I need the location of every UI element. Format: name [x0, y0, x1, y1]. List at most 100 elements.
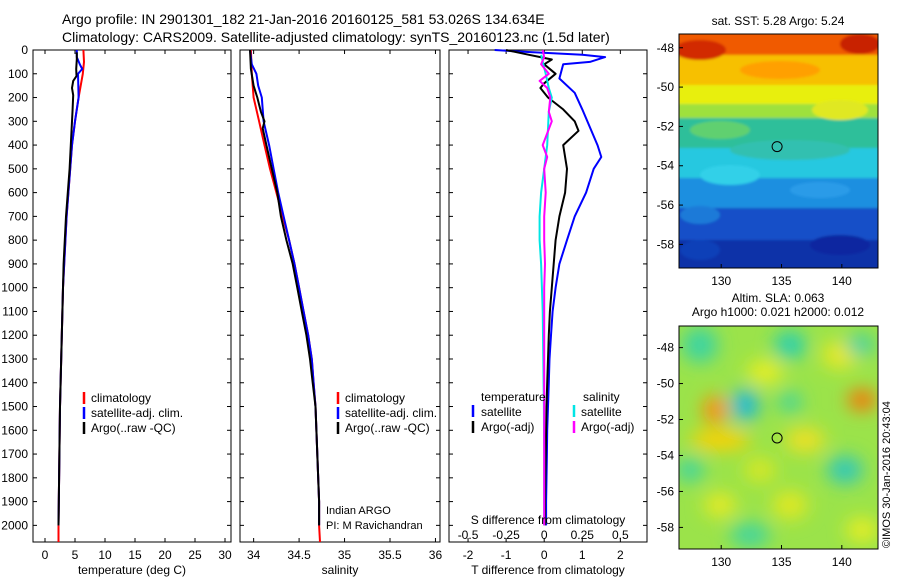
sla-map-title: Altim. SLA: 0.063 [732, 291, 825, 305]
x-tick-label: 35.5 [378, 548, 402, 562]
x-tick-label: 34.5 [287, 548, 311, 562]
legend-label-t-argo: Argo(-adj) [481, 420, 534, 434]
x-tick-label: 5 [72, 548, 79, 562]
map-x-tick-label: 135 [771, 274, 791, 288]
temperature-legend: climatology satellite-adj. clim. Argo(..… [82, 391, 183, 435]
depth-tick-label: 1600 [1, 423, 28, 437]
x-tick-label: 35 [338, 548, 352, 562]
depth-tick-label: 1400 [1, 376, 28, 390]
depth-tick-label: 2000 [1, 518, 28, 532]
depth-tick-label: 100 [8, 67, 28, 81]
x-tick-label: 1 [579, 548, 586, 562]
temperature-x-axis: 0 5 10 15 20 25 30 [42, 50, 232, 562]
depth-tick-label: 1300 [1, 352, 28, 366]
map-y-tick-label: -58 [657, 520, 675, 534]
map-x-tick-label: 130 [711, 274, 731, 288]
legend-label-argo: Argo(..raw -QC) [91, 421, 176, 435]
depth-tick-label: 700 [8, 209, 28, 223]
map-x-tick-label: 135 [771, 555, 791, 569]
x-tick-label: 34 [247, 548, 261, 562]
map-y-tick-label: -50 [657, 80, 675, 94]
legend-title-salinity: salinity [583, 390, 620, 404]
depth-tick-label: 1500 [1, 400, 28, 414]
map-y-tick-label: -54 [657, 448, 675, 462]
map-y-tick-label: -56 [657, 484, 675, 498]
sst-profile-marker [771, 141, 783, 153]
salinity-annotation-line-2: PI: M Ravichandran [326, 520, 423, 532]
depth-tick-label: 200 [8, 91, 28, 105]
temperature-profiles [57, 49, 85, 542]
depth-tick-label: 1800 [1, 471, 28, 485]
series-line-satellite [494, 49, 607, 526]
depth-tick-label: 500 [8, 162, 28, 176]
salinity-annotation-line-1: Indian ARGO [326, 505, 391, 517]
x2-tick-label: 0 [541, 528, 548, 542]
map-y-tick-label: -48 [657, 341, 675, 355]
difference-legend: temperature satellite Argo(-adj) salinit… [471, 390, 634, 434]
x-tick-label: 2 [617, 548, 624, 562]
legend-label-climatology: climatology [345, 391, 405, 405]
map-x-tick-label: 140 [832, 274, 852, 288]
temperature-plot-frame [32, 49, 232, 543]
x-tick-label: -2 [463, 548, 474, 562]
legend-label-climatology: climatology [91, 391, 151, 405]
temperature-xlabel: temperature (deg C) [78, 563, 186, 577]
depth-tick-label: 600 [8, 186, 28, 200]
difference-xlabel-temperature: T difference from climatology [471, 563, 625, 577]
depth-tick-label: 1700 [1, 447, 28, 461]
map-x-tick-label: 130 [711, 555, 731, 569]
salinity-xlabel: salinity [322, 563, 359, 577]
depth-tick-label: 900 [8, 257, 28, 271]
series-line-argo-adj [538, 49, 553, 526]
legend-label-t-satellite: satellite [481, 405, 522, 419]
legend-title-temperature: temperature [481, 390, 546, 404]
x-tick-label: 30 [218, 548, 232, 562]
x-tick-label: 15 [128, 548, 142, 562]
sla-map-subtitle: Argo h1000: 0.021 h2000: 0.012 [692, 305, 864, 319]
series-line-argo-raw-qc [249, 49, 321, 526]
sst-map-title: sat. SST: 5.28 Argo: 5.24 [712, 14, 845, 28]
series-line-argo-raw-qc [57, 52, 78, 526]
sla-heatmap-image [679, 326, 878, 549]
x-tick-label: 10 [98, 548, 112, 562]
x2-tick-label: -0.25 [492, 528, 520, 542]
depth-axis: 0 100 200 300 400 500 600 700 800 900 1000 1100 1200… [1, 43, 231, 532]
legend-label-satellite-adj: satellite-adj. clim. [91, 406, 183, 420]
difference-xlabel-salinity: S difference from climatology [471, 513, 626, 527]
x-tick-label: 0 [42, 548, 49, 562]
sla-map-axes: 130 135 140 -48 -50 -52 -54 -56 -58 [657, 341, 852, 569]
map-y-tick-label: -58 [657, 237, 675, 251]
series-line-argo-adj [505, 49, 580, 526]
sst-map-axes: 130 135 140 -48 -50 -52 -54 -56 -58 [657, 41, 852, 288]
sst-map-panel: sat. SST: 5.28 Argo: 5.24 [657, 14, 879, 288]
map-y-tick-label: -54 [657, 159, 675, 173]
depth-tick-label: 1900 [1, 495, 28, 509]
difference-profiles [494, 49, 607, 526]
map-x-tick-label: 140 [832, 555, 852, 569]
salinity-plot-frame [239, 49, 441, 543]
difference-y-ticks [449, 49, 647, 526]
salinity-x-axis: 34 34.5 35 35.5 36 [247, 50, 442, 562]
depth-tick-label: 1200 [1, 328, 28, 342]
depth-tick-label: 1100 [2, 304, 28, 318]
map-y-tick-label: -50 [657, 377, 675, 391]
map-y-tick-label: -48 [657, 41, 675, 55]
x-tick-label: 36 [429, 548, 443, 562]
depth-tick-label: 400 [8, 138, 28, 152]
depth-tick-label: 0 [21, 43, 28, 57]
x2-tick-label: 0.5 [612, 528, 629, 542]
header-line-2: Climatology: CARS2009. Satellite-adjuste… [62, 29, 610, 45]
sla-map-panel: Altim. SLA: 0.063 Argo h1000: 0.021 h200… [657, 291, 879, 569]
legend-label-argo: Argo(..raw -QC) [345, 421, 430, 435]
sla-map-frame [678, 325, 879, 550]
salinity-profiles [249, 49, 321, 543]
difference-panel: -2 -1 0 1 2 -0.5 -0.25 0 0.25 0.5 S difference f… [448, 49, 648, 577]
depth-tick-label: 1000 [1, 281, 28, 295]
legend-label-s-satellite: satellite [581, 405, 622, 419]
x2-tick-label: -0.5 [458, 528, 479, 542]
x-tick-label: 0 [541, 548, 548, 562]
x-tick-label: 20 [158, 548, 172, 562]
salinity-panel: 34 34.5 35 35.5 36 salinity climatology sate… [239, 49, 442, 577]
legend-label-satellite-adj: satellite-adj. clim. [345, 406, 437, 420]
